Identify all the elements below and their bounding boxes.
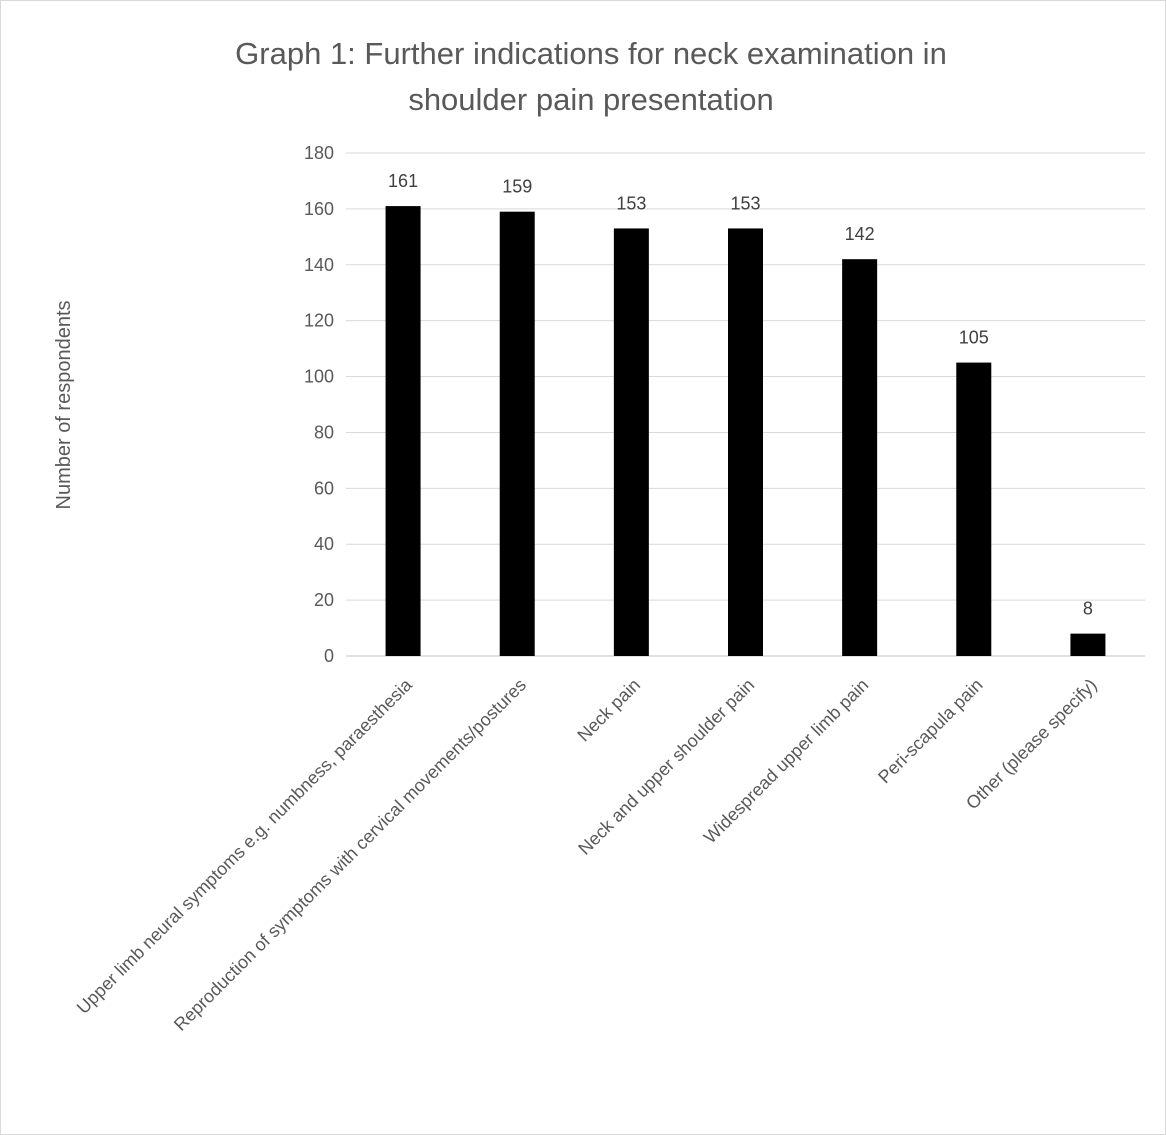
y-tick-label: 40 xyxy=(314,534,334,554)
y-tick-label: 160 xyxy=(304,199,334,219)
y-tick-label: 120 xyxy=(304,311,334,331)
y-axis-title: Number of respondents xyxy=(53,300,75,509)
y-axis-ticks: 0 20 40 60 80 100 120 140 160 180 xyxy=(304,143,334,666)
bar xyxy=(728,228,763,656)
y-tick-label: 100 xyxy=(304,367,334,387)
x-axis-ticks: Upper limb neural symptoms e.g. numbness… xyxy=(73,674,1101,1035)
x-tick-label: Neck pain xyxy=(573,675,644,746)
bar xyxy=(1070,633,1106,656)
data-label: 8 xyxy=(1083,599,1093,619)
bars xyxy=(385,206,1106,656)
y-tick-label: 60 xyxy=(314,478,334,498)
bar xyxy=(385,206,421,656)
x-tick-label: Peri-scapula pain xyxy=(874,675,986,787)
data-label: 142 xyxy=(845,224,875,244)
y-tick-label: 140 xyxy=(304,255,334,275)
x-tick-label: Other (please specify) xyxy=(962,675,1101,814)
data-label: 153 xyxy=(730,193,760,213)
data-labels: 161 159 153 153 142 105 8 xyxy=(388,171,1093,619)
bar xyxy=(842,259,878,656)
chart-title-line-2: shoulder pain presentation xyxy=(408,82,774,117)
y-tick-label: 80 xyxy=(314,422,334,442)
data-label: 161 xyxy=(388,171,418,191)
chart-title-line-1: Graph 1: Further indications for neck ex… xyxy=(235,36,947,71)
bar xyxy=(956,362,992,656)
data-label: 105 xyxy=(959,328,989,348)
chart-title: Graph 1: Further indications for neck ex… xyxy=(181,31,1001,123)
y-tick-label: 0 xyxy=(324,646,334,666)
bar xyxy=(499,211,535,656)
data-label: 159 xyxy=(502,177,532,197)
y-tick-label: 20 xyxy=(314,590,334,610)
y-tick-label: 180 xyxy=(304,143,334,163)
data-label: 153 xyxy=(616,193,646,213)
bar xyxy=(613,228,649,656)
